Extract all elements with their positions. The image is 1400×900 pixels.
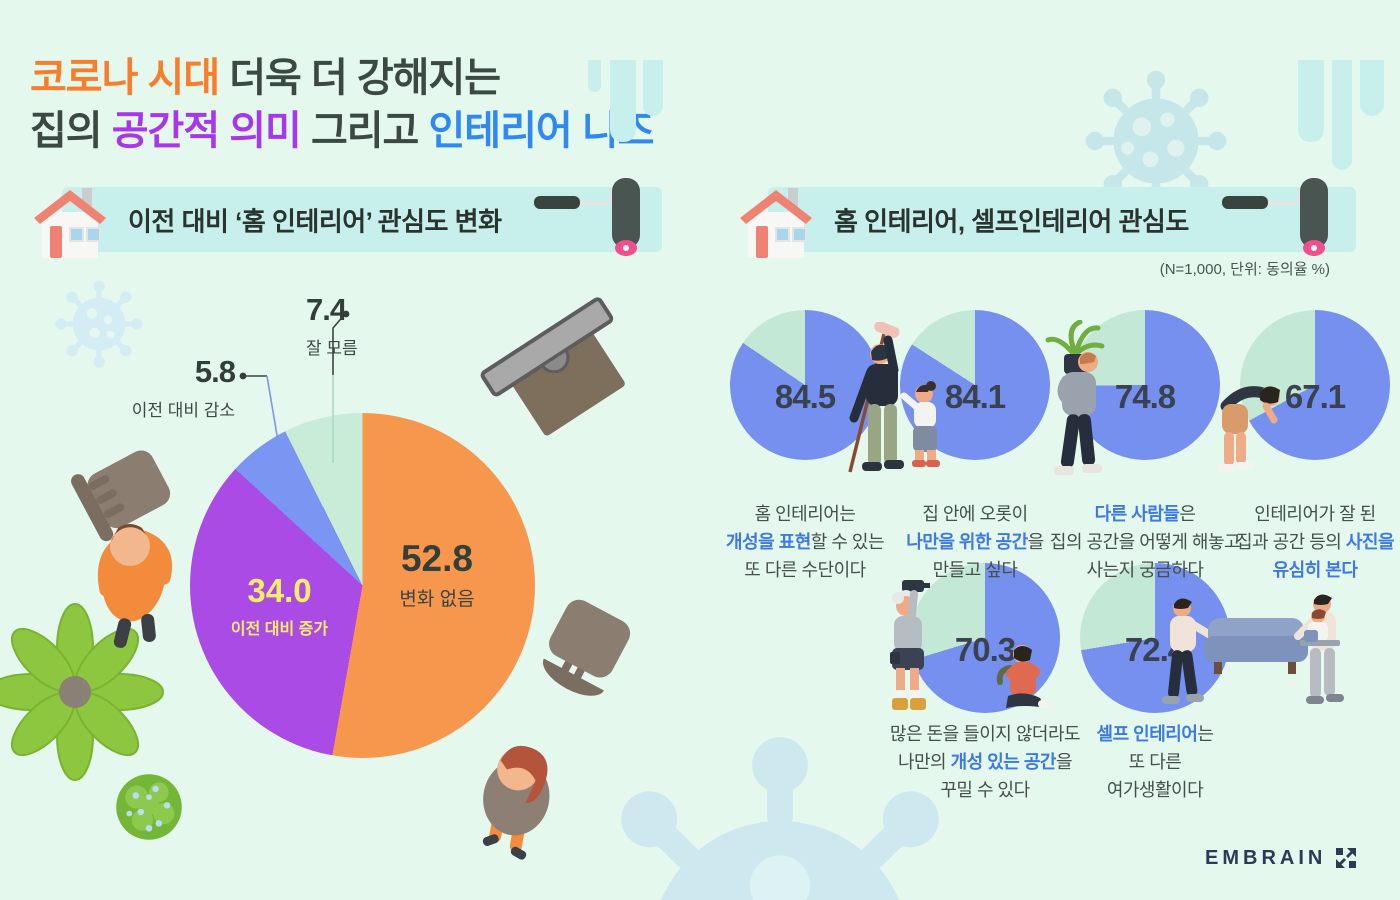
pie-value: 67.1 — [1284, 378, 1346, 415]
pie-label-text: 이전 대비 증가 — [230, 621, 329, 638]
mini-pie-chart: 84.1 — [900, 310, 1050, 460]
left-section-banner: 이전 대비 ‘홈 인테리어’ 관심도 변화 — [62, 187, 662, 252]
right-section-banner: 홈 인테리어, 셀프인테리어 관심도 — [768, 187, 1356, 252]
left-section-title: 이전 대비 ‘홈 인테리어’ 관심도 변화 — [128, 206, 502, 236]
pie-value: 84.1 — [944, 378, 1006, 415]
pie-value: 72.4 — [1124, 631, 1186, 668]
pie-caption: 많은 돈을 들이지 않더라도 나만의 개성 있는 공간을 꾸밀 수 있다 — [889, 724, 1081, 800]
logo-icon — [1336, 848, 1357, 868]
relaxing-person-illustration — [71, 450, 172, 648]
mini-pie-chart: 84.5 — [730, 310, 880, 460]
walking-woman-illustration — [482, 745, 550, 860]
embrain-logo: EMBRAIN — [1205, 846, 1358, 870]
house-icon — [740, 188, 812, 258]
pie-value: 34.0 — [247, 572, 312, 609]
pie-label-text: 이전 대비 감소 — [131, 401, 235, 420]
pie-value: 5.8 — [194, 354, 236, 389]
pie-value: 52.8 — [400, 538, 473, 579]
page-title: 코로나 시대 더욱 더 강해지는 집의 공간적 의미 그리고 인테리어 니즈 — [30, 52, 654, 158]
survey-note: (N=1,000, 단위: 동의율 %) — [1159, 261, 1330, 278]
pie-label-dont-know: 7.4 잘 모름 — [306, 292, 416, 359]
pie-caption: 인테리어가 잘 된 집과 공간 등의 사진을 유심히 본다 — [1235, 504, 1395, 580]
pie-label-decreased: 5.8 이전 대비 감소 — [110, 354, 236, 421]
mini-pie-chart: 72.4 — [1080, 563, 1230, 713]
pie-caption: 셀프 인테리어는 또 다른 여가생활이다 — [1096, 724, 1214, 800]
paint-drip — [1360, 60, 1384, 116]
paint-roller-icon — [534, 178, 640, 256]
office-chair-illustration — [542, 599, 631, 696]
mini-pie-chart: 67.1 — [1240, 310, 1390, 460]
title-line-2: 집의 공간적 의미 그리고 인테리어 니즈 — [30, 108, 654, 153]
desk-monitor-illustration — [480, 297, 625, 436]
laptop-person-illustration — [1300, 609, 1340, 646]
pie-caption: 홈 인테리어는 개성을 표현할 수 있는 또 다른 수단이다 — [725, 504, 885, 580]
right-section-title: 홈 인테리어, 셀프인테리어 관심도 — [834, 206, 1189, 236]
pie-value: 84.5 — [774, 378, 836, 415]
logo-text: EMBRAIN — [1205, 846, 1327, 869]
paint-roller-icon — [1222, 178, 1328, 256]
shrub-icon — [116, 774, 182, 840]
pie-value: 70.3 — [954, 631, 1016, 668]
paint-drip — [588, 60, 601, 92]
house-icon — [34, 188, 106, 258]
pie-label-text: 변화 없음 — [399, 589, 475, 610]
paint-drip — [610, 60, 636, 142]
paint-drip — [1298, 60, 1324, 142]
change-pie-chart — [190, 413, 535, 758]
pie-caption: 다른 사람들은 집의 공간을 어떻게 해놓고 사는지 궁금하다 — [1049, 504, 1241, 580]
pie-label-text: 잘 모름 — [306, 339, 358, 358]
title-line-1: 코로나 시대 더욱 더 강해지는 — [30, 56, 501, 100]
paint-drip — [1332, 60, 1352, 170]
pie-caption: 집 안에 오롯이 나만을 위한 공간을 만들고 싶다 — [906, 504, 1044, 580]
pie-value: 7.4 — [306, 292, 347, 327]
paint-drip — [643, 60, 663, 116]
pie-label-no-change: 52.8 변화 없음 — [382, 538, 492, 611]
mini-pie-chart: 74.8 — [1070, 310, 1220, 460]
plant-icon — [0, 603, 164, 781]
pie-label-increased: 34.0 이전 대비 증가 — [212, 572, 347, 639]
mini-pie-chart: 70.3 — [910, 563, 1060, 713]
pie-value: 74.8 — [1114, 378, 1176, 415]
